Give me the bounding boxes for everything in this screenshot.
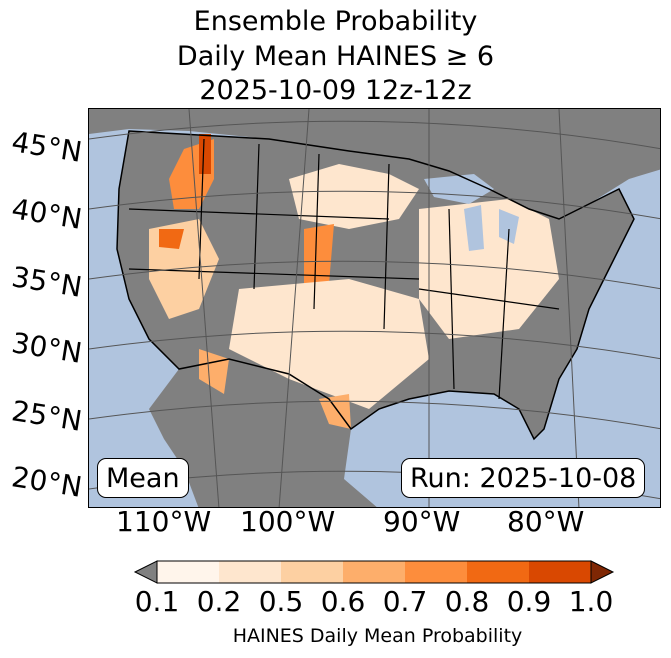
title-line-1: Ensemble Probability [193,6,478,37]
colorbar-under-arrow [133,560,158,584]
prob-region-texas [319,394,351,429]
lake-michigan [464,205,484,251]
colorbar-over-arrow [590,560,615,584]
mexico-land [149,359,377,507]
colorbar-tick-2: 0.5 [258,585,304,618]
graticule [89,109,660,507]
colorbar-tick-7: 1.0 [568,585,614,618]
lon-label-90: 90°W [383,505,461,538]
colorbar-bin-5 [405,561,467,583]
colorbar-label: HAINES Daily Mean Probability [232,625,523,647]
prob-region-nevada [159,229,184,249]
statistic-label: Mean [97,458,189,498]
map-panel [88,108,661,508]
prob-region-southwest [229,279,429,409]
colorbar-outline [156,560,592,584]
colorbar-bin-3 [281,561,343,583]
colorbar-tick-4: 0.7 [382,585,428,618]
lon-label-100: 100°W [240,505,336,538]
colorbar-tick-3: 0.6 [320,585,366,618]
colorbar-bin-7 [529,561,591,583]
colorbar-tick-5: 0.8 [444,585,490,618]
title-line-2: Daily Mean HAINES ≥ 6 [176,41,495,72]
conus-border [116,130,635,441]
canada-land [89,109,660,219]
state-borders [128,138,560,400]
colorbar-bin-4 [343,561,405,583]
prob-region-max [199,134,211,174]
lake-huron [499,209,519,244]
lon-label-80: 80°W [507,505,585,538]
colorbar-bin-2 [219,561,281,583]
lon-label-110: 110°W [116,505,212,538]
run-date-label: Run: 2025-10-08 [401,458,646,498]
colorbar-bin-6 [467,561,529,583]
title-line-3: 2025-10-09 12z-12z [199,75,472,106]
colorbar-bin-1 [157,561,219,583]
colorbar-tick-0: 0.1 [134,585,180,618]
colorbar-tick-6: 0.9 [506,585,552,618]
prob-region-plains-north [289,164,419,229]
colorbar-tick-1: 0.2 [196,585,242,618]
map-canvas [89,109,660,507]
